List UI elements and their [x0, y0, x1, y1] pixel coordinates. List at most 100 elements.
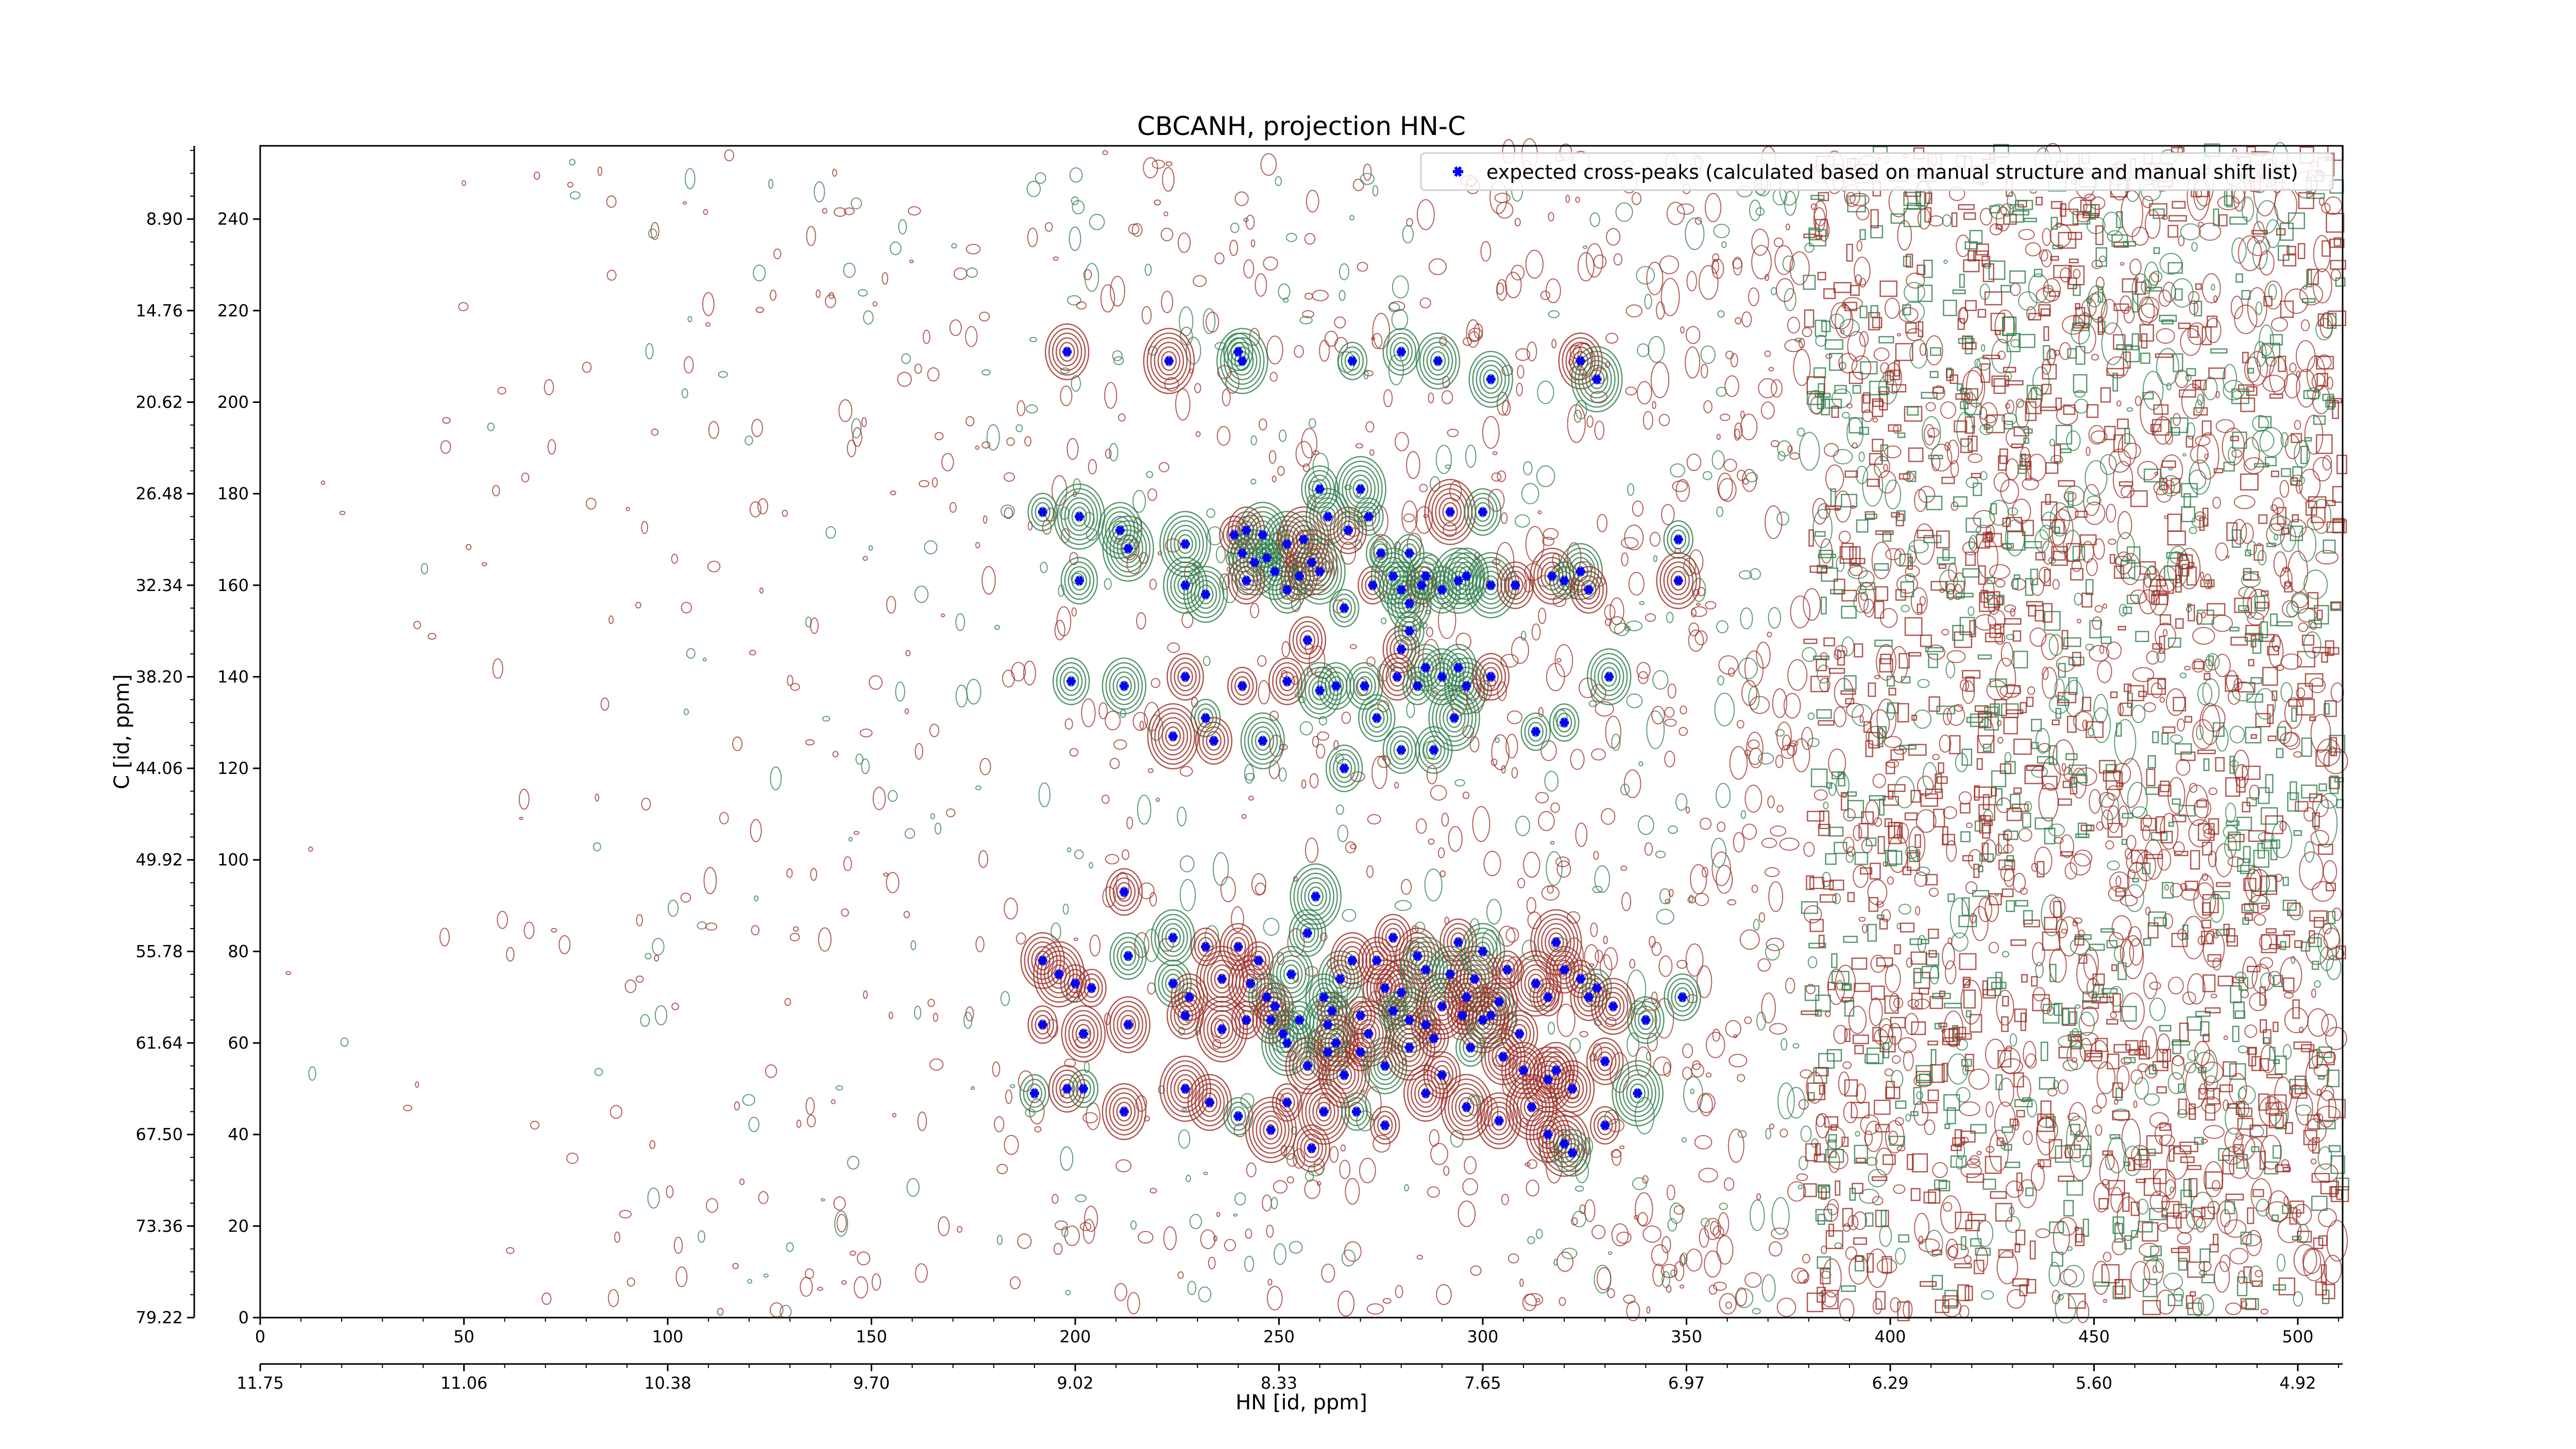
noise-contour — [1582, 245, 1588, 249]
noise-contour — [2215, 419, 2235, 433]
noise-contour — [649, 1140, 656, 1149]
noise-contour — [872, 786, 886, 811]
noise-contour — [1318, 716, 1328, 726]
noise-contour — [1502, 400, 1511, 416]
noise-contour — [2187, 1050, 2199, 1062]
noise-contour — [1690, 1088, 1695, 1094]
noise-contour — [1787, 1087, 1806, 1119]
noise-contour — [1848, 566, 1868, 579]
noise-contour — [1832, 892, 1841, 904]
noise-contour — [2093, 1183, 2110, 1212]
noise-contour — [1010, 1084, 1015, 1088]
noise-contour — [1083, 269, 1092, 280]
noise-contour — [1000, 991, 1010, 1006]
noise-contour — [1613, 253, 1623, 266]
noise-contour — [1653, 1056, 1672, 1076]
noise-contour — [1394, 900, 1412, 911]
noise-contour — [2128, 926, 2142, 947]
noise-contour — [2311, 881, 2334, 902]
noise-contour — [1814, 789, 1828, 801]
noise-contour — [1679, 1284, 1685, 1289]
noise-contour — [1685, 1249, 1703, 1272]
noise-contour — [956, 1226, 963, 1233]
noise-contour — [1621, 892, 1632, 912]
noise-contour — [1894, 776, 1915, 808]
noise-contour — [1416, 818, 1427, 834]
noise-contour — [1112, 350, 1123, 361]
noise-contour — [1872, 417, 1878, 423]
noise-contour — [1897, 1037, 1917, 1054]
noise-contour — [1667, 1218, 1677, 1232]
noise-contour — [487, 423, 495, 431]
noise-contour — [2018, 828, 2032, 842]
noise-contour — [2010, 608, 2015, 617]
noise-contour — [1507, 1253, 1519, 1263]
noise-contour — [1855, 465, 1869, 484]
noise-contour — [2015, 400, 2030, 429]
noise-contour — [853, 831, 860, 835]
noise-contour — [1550, 840, 1555, 845]
noise-contour — [1144, 263, 1152, 276]
noise-contour — [1673, 1205, 1685, 1215]
noise-contour — [1776, 1298, 1797, 1317]
noise-contour — [1646, 261, 1664, 296]
noise-contour — [1890, 646, 1908, 683]
noise-contour — [1874, 817, 1882, 827]
noise-contour — [1664, 750, 1675, 768]
noise-contour — [1570, 749, 1585, 770]
noise-contour — [1776, 511, 1790, 526]
noise-contour — [2120, 262, 2125, 266]
noise-contour — [1903, 1300, 1913, 1319]
noise-contour — [1584, 1199, 1596, 1222]
noise-contour — [2314, 980, 2321, 988]
noise-contour — [1472, 806, 1490, 842]
noise-contour — [1102, 886, 1116, 908]
noise-contour — [2004, 604, 2016, 613]
noise-contour — [1940, 1195, 1962, 1234]
noise-contour — [1761, 1274, 1776, 1302]
noise-contour — [1734, 428, 1740, 441]
noise-contour — [2223, 380, 2245, 400]
noise-contour — [1207, 526, 1223, 546]
noise-contour — [1973, 510, 1995, 528]
noise-contour — [675, 1266, 688, 1287]
noise-contour — [1789, 251, 1810, 285]
noise-contour — [886, 872, 900, 894]
noise-contour — [1594, 865, 1611, 893]
noise-contour — [2148, 575, 2169, 616]
noise-contour — [2293, 1291, 2303, 1307]
noise-contour — [1636, 266, 1655, 285]
noise-contour — [2092, 707, 2111, 743]
noise-contour — [2144, 1093, 2160, 1106]
noise-contour — [1359, 1157, 1376, 1184]
noise-contour — [1799, 432, 1820, 471]
noise-contour — [1333, 740, 1339, 750]
noise-contour — [1872, 1196, 1884, 1206]
noise-contour — [1554, 644, 1573, 678]
noise-contour — [2256, 1199, 2270, 1217]
noise-contour — [1919, 343, 1927, 356]
noise-contour — [705, 322, 711, 327]
noise-contour — [1884, 736, 1902, 748]
noise-contour — [2096, 1093, 2107, 1109]
noise-contour — [2067, 1113, 2080, 1121]
noise-contour — [1415, 506, 1433, 534]
noise-contour — [2127, 862, 2147, 898]
noise-contour — [1686, 271, 1697, 292]
noise-contour — [1098, 702, 1108, 719]
noise-contour — [1627, 483, 1635, 496]
noise-contour — [706, 1198, 719, 1213]
noise-contour — [1982, 839, 1997, 863]
noise-contour — [2310, 714, 2331, 753]
noise-contour — [1402, 225, 1414, 244]
noise-contour — [1538, 608, 1547, 625]
noise-contour — [1738, 658, 1758, 680]
noise-contour — [2134, 1077, 2149, 1100]
noise-contour — [934, 822, 942, 835]
noise-contour — [2280, 682, 2293, 702]
noise-contour — [2323, 927, 2340, 950]
noise-contour — [2111, 915, 2132, 940]
noise-contour — [2303, 569, 2328, 600]
noise-contour — [1054, 619, 1065, 641]
noise-contour — [1069, 226, 1081, 251]
